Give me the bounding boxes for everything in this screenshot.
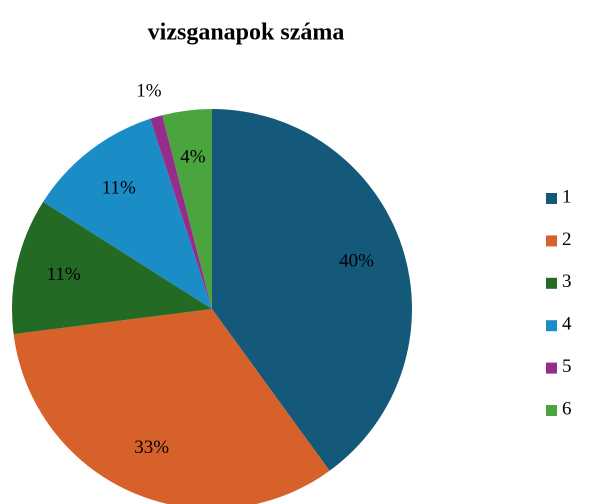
pie-slice: [212, 109, 412, 471]
pie-slice: [43, 118, 212, 309]
chart-title: vizsganapok száma: [148, 20, 345, 46]
pie-slice: [162, 109, 212, 309]
legend-label: 3: [562, 271, 572, 292]
legend-label: 2: [562, 229, 572, 250]
legend-label: 4: [562, 314, 572, 335]
legend-label: 1: [562, 186, 572, 207]
legend-swatch: [546, 235, 557, 247]
data-label: 40%: [339, 250, 374, 271]
data-label: 11%: [102, 177, 136, 198]
pie-slice: [13, 309, 330, 504]
legend-swatch: [546, 405, 557, 416]
data-label: 33%: [134, 437, 169, 458]
legend-swatch: [546, 320, 557, 332]
legend-swatch: [546, 362, 557, 374]
legend-label: 6: [562, 398, 572, 419]
data-label: 4%: [180, 147, 206, 168]
legend-swatch: [546, 277, 557, 289]
data-label: 11%: [47, 264, 81, 285]
legend-label: 5: [562, 356, 572, 377]
pie-slice: [11, 201, 212, 335]
legend-swatch: [546, 193, 557, 204]
data-label: 1%: [136, 80, 162, 101]
pie-slice: [150, 115, 212, 309]
